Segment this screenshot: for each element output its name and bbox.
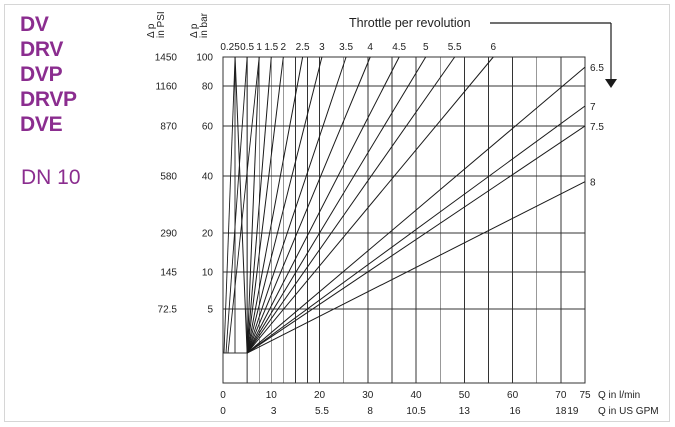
series-label: 4.5 (392, 42, 406, 53)
series-line (246, 56, 400, 354)
tick-label-x-gpm: 0 (220, 406, 226, 417)
model-list: DV DRV DVP DRVP DVE (20, 12, 77, 137)
tick-label-y-psi: 290 (160, 229, 177, 240)
tick-label-x-lmin: 70 (555, 390, 567, 401)
figure-frame (4, 4, 670, 422)
series-label: 0.5 (240, 42, 254, 53)
tick-label-x-lmin: 30 (362, 390, 374, 401)
series-label: 0.25 (220, 42, 240, 53)
series-label: 8 (590, 178, 596, 189)
tick-label-x-gpm: 3 (271, 406, 277, 417)
axis-label-y-bar: Δ pin bar (189, 12, 210, 38)
tick-label-y-bar: 60 (202, 122, 214, 133)
tick-label-y-bar: 10 (202, 268, 214, 279)
min-flow-box (222, 352, 248, 384)
tick-label-x-lmin: 60 (507, 390, 519, 401)
tick-label-x-gpm: 5.5 (315, 406, 329, 417)
tick-label-x-lmin: 10 (266, 390, 278, 401)
tick-label-x-lmin: 75 (579, 390, 591, 401)
tick-label-x-gpm: 10.5 (406, 406, 426, 417)
tick-label-y-bar: 5 (207, 305, 213, 316)
series-label: 5 (423, 42, 429, 53)
series-line-lower (225, 56, 248, 354)
tick-label-y-bar: 40 (202, 172, 214, 183)
series-line (246, 56, 494, 354)
model-dve: DVE (20, 113, 63, 136)
series-line (246, 66, 586, 354)
model-dvp: DVP (20, 63, 63, 86)
tick-label-x-lmin: 0 (220, 390, 226, 401)
axis-label-x-gpm: Q in US GPM (598, 406, 659, 417)
series-line (246, 125, 586, 354)
series-label: 1 (256, 42, 262, 53)
series-label: 1.5 (264, 42, 278, 53)
tick-label-y-psi: 145 (160, 268, 177, 279)
title-arrow-head (605, 79, 617, 88)
series-label: 2 (281, 42, 287, 53)
nominal-size: DN 10 (21, 166, 81, 189)
tick-label-y-bar: 80 (202, 82, 214, 93)
model-dv: DV (20, 13, 49, 36)
series-label: 3 (319, 42, 325, 53)
series-line (246, 56, 284, 354)
series-line (246, 56, 371, 354)
chart-title: Throttle per revolution (349, 16, 471, 30)
series-line (246, 56, 272, 354)
series-line (246, 56, 260, 354)
series-label: 6.5 (590, 63, 604, 74)
tick-label-y-psi: 1160 (155, 82, 177, 93)
series-line-lower (227, 56, 260, 354)
tick-label-x-lmin: 20 (314, 390, 326, 401)
series-line-lower (223, 56, 236, 354)
series-line (234, 56, 248, 354)
series-label: 7 (590, 102, 596, 113)
tick-label-y-psi: 72.5 (158, 305, 178, 316)
series-label: 6 (491, 42, 497, 53)
series-line (246, 56, 427, 354)
series-line (246, 105, 586, 354)
series-label: 3.5 (339, 42, 353, 53)
series-label: 4 (367, 42, 373, 53)
series-label: 7.5 (590, 122, 604, 133)
axis-label-y-psi: Δ pin PSI (146, 11, 167, 38)
series-line (246, 56, 304, 354)
tick-label-y-psi: 580 (160, 172, 177, 183)
tick-label-x-gpm: 16 (509, 406, 521, 417)
tick-label-x-gpm: 8 (367, 406, 373, 417)
series-line (246, 56, 323, 354)
tick-label-x-gpm: 19 (567, 406, 579, 417)
tick-label-y-bar: 100 (196, 53, 213, 64)
tick-label-y-psi: 870 (160, 122, 177, 133)
tick-label-x-gpm: 13 (459, 406, 471, 417)
series-line (246, 181, 586, 354)
tick-label-x-gpm: 18 (555, 406, 567, 417)
series-label: 2.5 (296, 42, 310, 53)
tick-label-y-bar: 20 (202, 229, 214, 240)
model-drv: DRV (20, 38, 64, 61)
series-line (246, 56, 347, 354)
series-line (246, 56, 456, 354)
model-drvp: DRVP (20, 88, 77, 111)
axis-label-x-lmin: Q in l/min (598, 390, 640, 401)
tick-label-x-lmin: 40 (411, 390, 423, 401)
series-label: 5.5 (448, 42, 462, 53)
tick-label-y-psi: 1450 (155, 53, 178, 64)
tick-label-x-lmin: 50 (459, 390, 471, 401)
